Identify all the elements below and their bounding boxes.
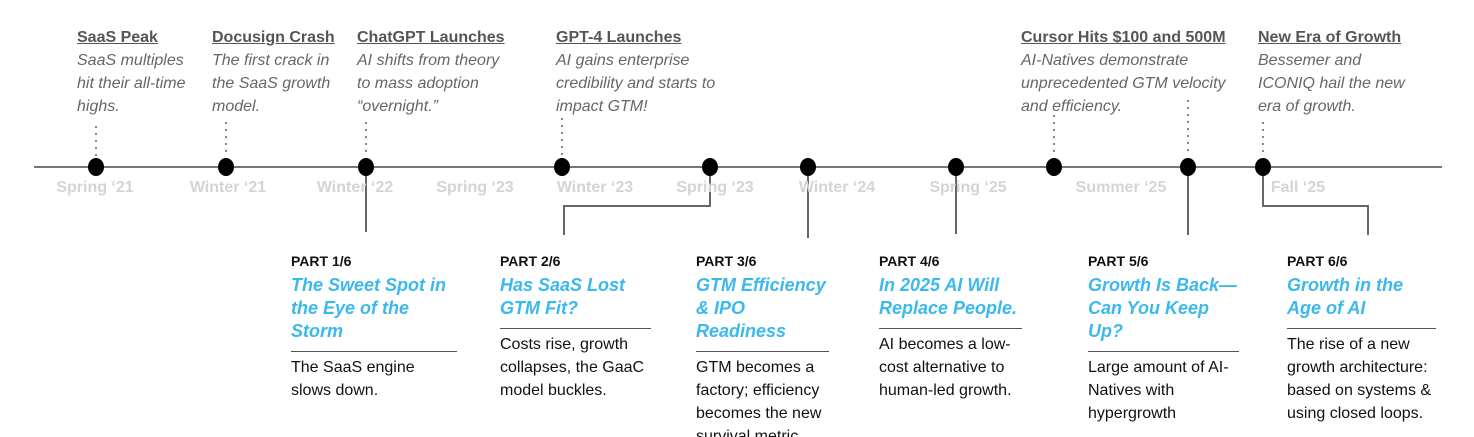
part-1: PART 1/6 The Sweet Spot in the Eye of the… [291,250,457,402]
part-5: PART 5/6 Growth Is Back—Can You Keep Up? L… [1088,250,1239,425]
part-3: PART 3/6 GTM Efficiency & IPO Readiness GT… [696,250,829,437]
part-connector [563,167,711,235]
event-gpt4-launches: GPT-4 Launches AI gains enterprise credib… [556,26,716,118]
event-desc: SaaS multiples hit their all-time highs. [77,52,186,115]
timeline-dot [1046,158,1062,176]
event-desc: AI shifts from theory to mass adoption “… [357,52,500,115]
part-number: PART 1/6 [291,253,352,269]
date-label: Winter ‘23 [556,179,634,196]
date-label: Fall ‘25 [1270,179,1326,196]
event-docusign-crash: Docusign Crash The first crack in the Saa… [212,26,337,118]
timeline-dot [948,158,964,176]
event-desc: AI gains enterprise credibility and star… [556,52,716,115]
timeline-dot [218,158,234,176]
event-desc: Bessemer and ICONIQ hail the new era of … [1258,52,1405,115]
date-label: Summer ‘25 [1075,179,1167,196]
timeline-dot [1180,158,1196,176]
event-title: GPT-4 Launches [556,29,682,46]
part-6: PART 6/6 Growth in the Age of AI The rise … [1287,250,1436,425]
part-desc: Costs rise, growth collapses, the GaaC m… [500,336,645,399]
date-label: Spring ‘25 [929,179,1007,196]
part-number: PART 5/6 [1088,253,1149,269]
event-title: New Era of Growth [1258,29,1402,46]
part-desc: GTM becomes a factory; efficiency become… [696,359,822,437]
part-desc: Large amount of AI-Natives with hypergro… [1088,359,1229,422]
event-saas-peak: SaaS Peak SaaS multiples hit their all-ti… [77,26,197,118]
part-number: PART 6/6 [1287,253,1348,269]
part-title: Growth in the Age of AI [1287,274,1436,329]
event-cursor: Cursor Hits $100 and 500M AI-Natives demo… [1021,26,1246,118]
part-title: Growth Is Back—Can You Keep Up? [1088,274,1239,352]
part-4: PART 4/6 In 2025 AI Will Replace People. A… [879,250,1022,402]
event-title: SaaS Peak [77,29,158,46]
date-label: Winter ‘21 [189,179,267,196]
timeline-dot [702,158,718,176]
event-new-era: New Era of Growth Bessemer and ICONIQ hai… [1258,26,1408,118]
part-number: PART 3/6 [696,253,757,269]
part-2: PART 2/6 Has SaaS Lost GTM Fit? Costs rise… [500,250,651,402]
part-title: The Sweet Spot in the Eye of the Storm [291,274,457,352]
date-label: Spring ‘23 [436,179,514,196]
part-connector [1262,167,1369,235]
timeline-dot [554,158,570,176]
part-number: PART 4/6 [879,253,940,269]
event-title: ChatGPT Launches [357,29,505,46]
part-title: In 2025 AI Will Replace People. [879,274,1022,329]
timeline-dot [1255,158,1271,176]
part-number: PART 2/6 [500,253,561,269]
date-label: Spring ‘21 [56,179,134,196]
event-title: Docusign Crash [212,29,335,46]
timeline-dot [800,158,816,176]
part-desc: The rise of a new growth architecture: b… [1287,336,1432,422]
part-desc: AI becomes a low-cost alternative to hum… [879,336,1012,399]
event-title: Cursor Hits $100 and 500M [1021,29,1226,46]
event-chatgpt-launches: ChatGPT Launches AI shifts from theory to… [357,26,512,118]
event-desc: AI-Natives demonstrate unprecedented GTM… [1021,52,1226,115]
date-label: Winter ‘24 [798,179,876,196]
timeline-dot [358,158,374,176]
date-label: Winter ‘22 [316,179,394,196]
part-desc: The SaaS engine slows down. [291,359,415,399]
part-title: GTM Efficiency & IPO Readiness [696,274,829,352]
event-desc: The first crack in the SaaS growth model… [212,52,331,115]
date-label: Spring ‘23 [676,179,754,196]
part-title: Has SaaS Lost GTM Fit? [500,274,651,329]
timeline-dot [88,158,104,176]
